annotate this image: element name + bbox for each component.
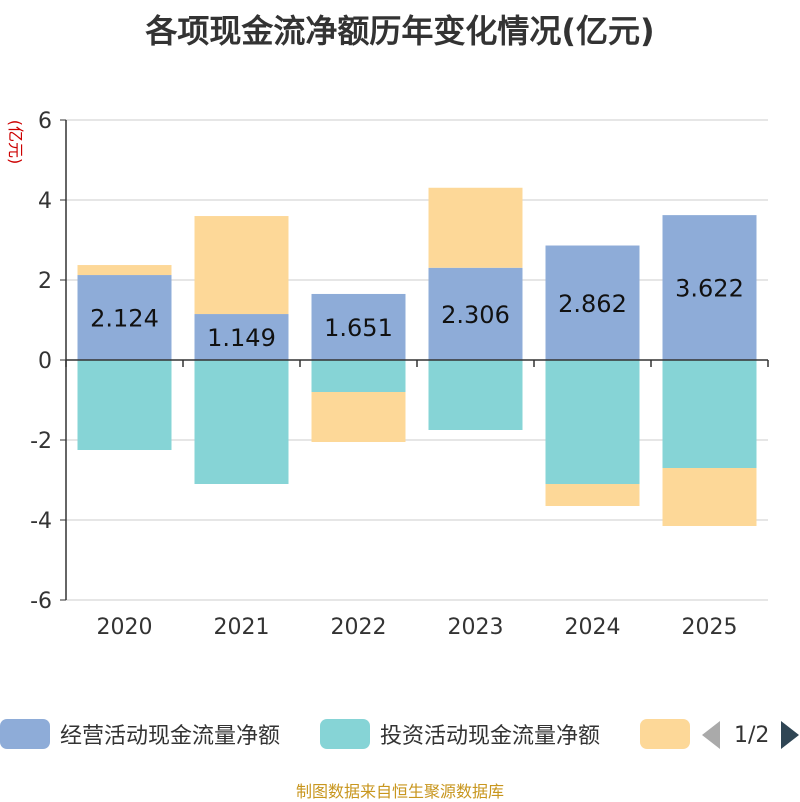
legend-swatch — [0, 719, 50, 749]
x-tick-label: 2022 — [331, 615, 387, 640]
y-tick-label: 2 — [38, 269, 52, 294]
bar-series1-2022 — [311, 293, 406, 360]
y-axis-label: (亿元) — [6, 120, 25, 165]
legend-item[interactable]: 投资活动现金流量净额 — [320, 716, 600, 752]
data-label-2024: 2.862 — [558, 290, 627, 318]
data-source-note: 制图数据来自恒生聚源数据库 — [295, 782, 504, 801]
chart-title: 各项现金流净额历年变化情况(亿元) — [145, 12, 655, 50]
legend-swatch — [640, 719, 690, 749]
x-tick-label: 2023 — [448, 615, 504, 640]
prev-page-icon[interactable] — [702, 721, 720, 749]
cash-flow-chart: -6 -4 -2 0 2 4 6 (亿元) 2.124 1.149 1.651 2.306 2.862 3… — [6, 109, 769, 640]
bar-series1-2020 — [77, 275, 172, 360]
bar-series1-2023 — [428, 267, 523, 360]
y-tick-label: 6 — [38, 109, 52, 134]
data-label-2022: 1.651 — [324, 314, 393, 342]
bar-series1-2024 — [545, 245, 640, 360]
legend: 经营活动现金流量净额 投资活动现金流量净额 — [0, 716, 800, 756]
bar-series1-2025 — [662, 215, 757, 360]
legend-item[interactable]: 经营活动现金流量净额 — [0, 716, 280, 752]
bar-series1-2021 — [194, 314, 289, 360]
bar-series2-2020 — [77, 360, 172, 450]
x-tick-label: 2025 — [682, 615, 738, 640]
legend-label: 经营活动现金流量净额 — [60, 724, 281, 749]
bar-series3-2020 — [77, 265, 172, 276]
next-page-icon[interactable] — [781, 721, 800, 749]
legend-item[interactable] — [640, 716, 690, 752]
bar-series2-2024 — [545, 360, 640, 484]
data-label-2023: 2.306 — [441, 301, 510, 329]
bar-series3-2024 — [545, 484, 640, 506]
legend-pager: 1/2 — [700, 718, 800, 752]
legend-label: 投资活动现金流量净额 — [380, 724, 601, 749]
page-indicator: 1/2 — [734, 722, 770, 748]
data-label-2020: 2.124 — [90, 305, 159, 333]
y-tick-label: -4 — [30, 509, 52, 534]
y-tick-label: 4 — [38, 189, 52, 214]
bar-series3-2023 — [428, 187, 523, 268]
x-tick-label: 2020 — [97, 615, 153, 640]
x-tick-label: 2021 — [214, 615, 270, 640]
y-tick-label: -6 — [30, 589, 52, 614]
data-label-2021: 1.149 — [207, 324, 276, 352]
bar-series3-2025 — [662, 468, 757, 526]
bar-series2-2022 — [311, 360, 406, 392]
y-tick-label: -2 — [30, 429, 52, 454]
y-tick-label: 0 — [38, 349, 52, 374]
x-tick-label: 2024 — [565, 615, 621, 640]
bar-series2-2025 — [662, 360, 757, 468]
bar-series2-2021 — [194, 360, 289, 484]
data-label-2025: 3.622 — [675, 275, 744, 303]
bar-series2-2023 — [428, 360, 523, 430]
legend-swatch — [320, 719, 370, 749]
bar-series3-2021 — [194, 216, 289, 315]
bar-series3-2022 — [311, 392, 406, 442]
